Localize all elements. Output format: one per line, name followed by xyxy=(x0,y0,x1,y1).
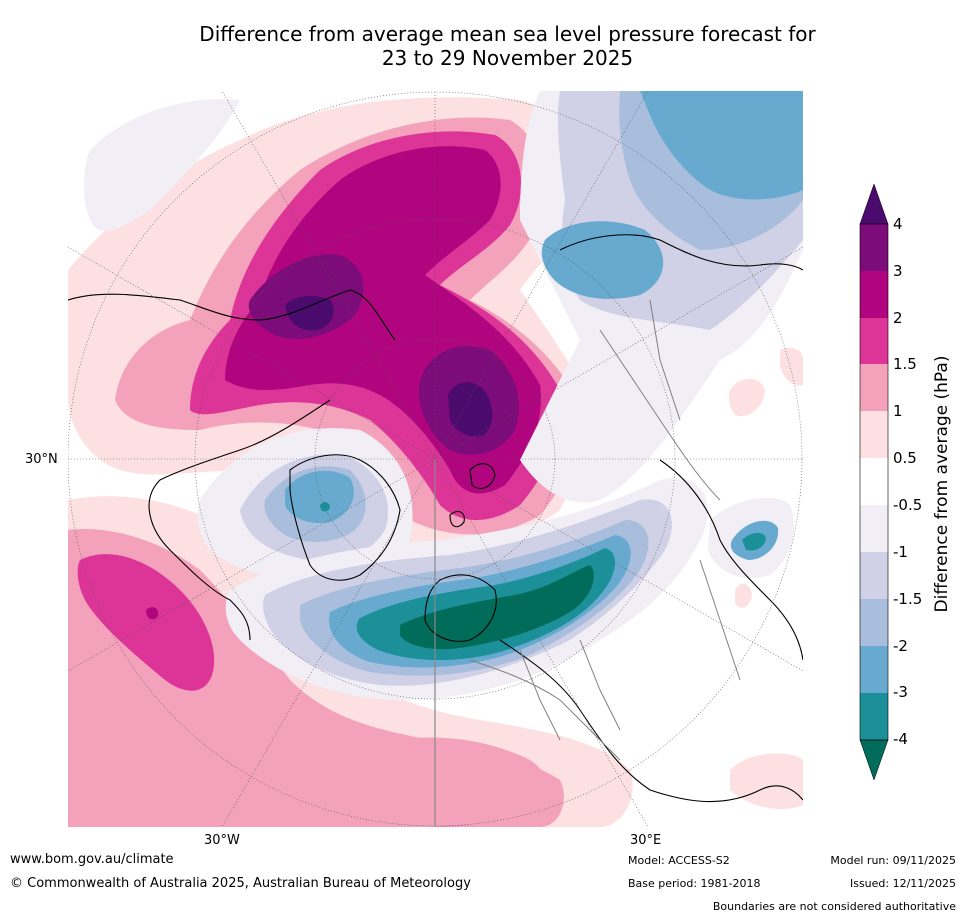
anomaly-1-1.5-mediterranean xyxy=(336,737,549,827)
lon-label-30w: 30°W xyxy=(204,833,240,848)
model-run-text: Model run: 09/11/2025 xyxy=(830,854,956,867)
lon-label-30e: 30°E xyxy=(630,833,662,848)
meridian-150e xyxy=(434,91,649,460)
colorbar-swatch-minus2-to-minus1.5 xyxy=(860,599,888,646)
map-frame xyxy=(68,91,803,827)
coastlines xyxy=(68,234,803,803)
base-period-text: Base period: 1981-2018 xyxy=(628,877,761,890)
issued-text: Issued: 12/11/2025 xyxy=(849,877,956,890)
colorbar-tick: 3 xyxy=(893,262,903,280)
anomaly-neg-3-4-asia xyxy=(742,532,766,551)
colorbar-tick: 1 xyxy=(893,402,903,420)
meridian-30w xyxy=(221,458,436,827)
colorbar xyxy=(859,183,889,781)
anomaly-0.5-1-asia-1 xyxy=(728,378,765,416)
title-line-2: 23 to 29 November 2025 xyxy=(381,46,634,70)
coast-europe xyxy=(424,574,803,803)
website-link[interactable]: www.bom.gov.au/climate xyxy=(10,852,174,867)
anomaly-lt-4-europe xyxy=(400,565,594,650)
model-text: Model: ACCESS-S2 xyxy=(628,854,730,867)
title-line-1: Difference from average mean sea level p… xyxy=(199,22,816,46)
map-title: Difference from average mean sea level p… xyxy=(140,22,875,70)
anomaly-gt4-north-america xyxy=(285,295,334,331)
negative-anomaly-field xyxy=(84,91,803,700)
coast-asia xyxy=(559,234,803,661)
colorbar-tick: -1.5 xyxy=(893,590,923,608)
anomaly-neg-2-3-greenland xyxy=(285,470,354,524)
coast-greenland xyxy=(289,454,401,581)
colorbar-swatch-lt-minus4 xyxy=(859,739,889,781)
borders-asia xyxy=(599,299,741,681)
colorbar-swatch-minus4-to-minus3 xyxy=(860,693,888,740)
colorbar-swatch-2-to-3 xyxy=(860,271,888,318)
colorbar-swatch-gt4 xyxy=(859,183,889,225)
meridian-150w xyxy=(221,91,436,460)
colorbar-tick: 0.5 xyxy=(893,449,917,467)
colorbar-tick: -2 xyxy=(893,637,908,655)
colorbar-tick: -1 xyxy=(893,543,908,561)
meridian-30e xyxy=(434,458,649,827)
disclaimer-text: Boundaries are not considered authoritat… xyxy=(712,900,956,913)
coast-arctic-islands xyxy=(449,463,496,528)
copyright-text: © Commonwealth of Australia 2025, Austra… xyxy=(10,876,471,891)
lat-label-30n: 30°N xyxy=(25,452,58,467)
anomaly-neg-2-3-russia xyxy=(541,221,664,299)
colorbar-swatch-neutral xyxy=(860,458,888,505)
borders-europe xyxy=(469,639,621,761)
anomaly-2-3-atlantic xyxy=(146,607,159,620)
colorbar-swatch-1.5-to-2 xyxy=(860,318,888,364)
colorbar-swatch-1-to-1.5 xyxy=(860,364,888,411)
anomaly-0.5-1-asia-2 xyxy=(735,583,752,608)
colorbar-outline xyxy=(859,223,889,741)
colorbar-swatch-minus1.5-to-minus1 xyxy=(860,552,888,599)
colorbar-tick: 2 xyxy=(893,309,903,327)
colorbar-tick: 1.5 xyxy=(893,355,917,373)
colorbar-tick: -4 xyxy=(893,730,908,748)
colorbar-title: Difference from average (hPa) xyxy=(932,355,952,613)
anomaly-neg-0.5-1-left xyxy=(84,99,240,231)
colorbar-swatch-3-to-4 xyxy=(860,224,888,271)
country-borders xyxy=(469,299,741,761)
colorbar-tick: -3 xyxy=(893,683,908,701)
anomaly-1.5-2-atlantic xyxy=(77,554,215,691)
anomaly-neg-2-3-top xyxy=(640,91,803,200)
coast-north-america xyxy=(68,289,396,641)
colorbar-swatch-minus1-to-minus0.5 xyxy=(860,505,888,552)
colorbar-tick: 4 xyxy=(893,215,903,233)
anomaly-gt4-arctic xyxy=(448,382,493,437)
colorbar-tick: -0.5 xyxy=(893,496,923,514)
colorbar-swatch-0.5-to-1 xyxy=(860,411,888,458)
anomaly-0.5-1-asia-4 xyxy=(780,347,803,386)
colorbar-swatch-minus3-to-minus2 xyxy=(860,646,888,693)
